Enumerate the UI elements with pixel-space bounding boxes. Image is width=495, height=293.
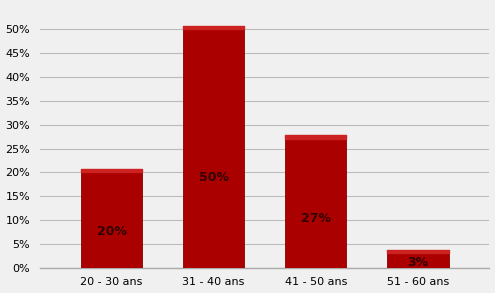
Text: 27%: 27%	[301, 212, 331, 225]
Bar	[183, 29, 245, 268]
Bar	[81, 172, 142, 268]
Text: 50%: 50%	[198, 171, 229, 184]
Text: 3%: 3%	[407, 256, 429, 269]
Bar	[387, 253, 448, 268]
Text: 20%: 20%	[97, 225, 127, 238]
Bar	[285, 139, 346, 268]
